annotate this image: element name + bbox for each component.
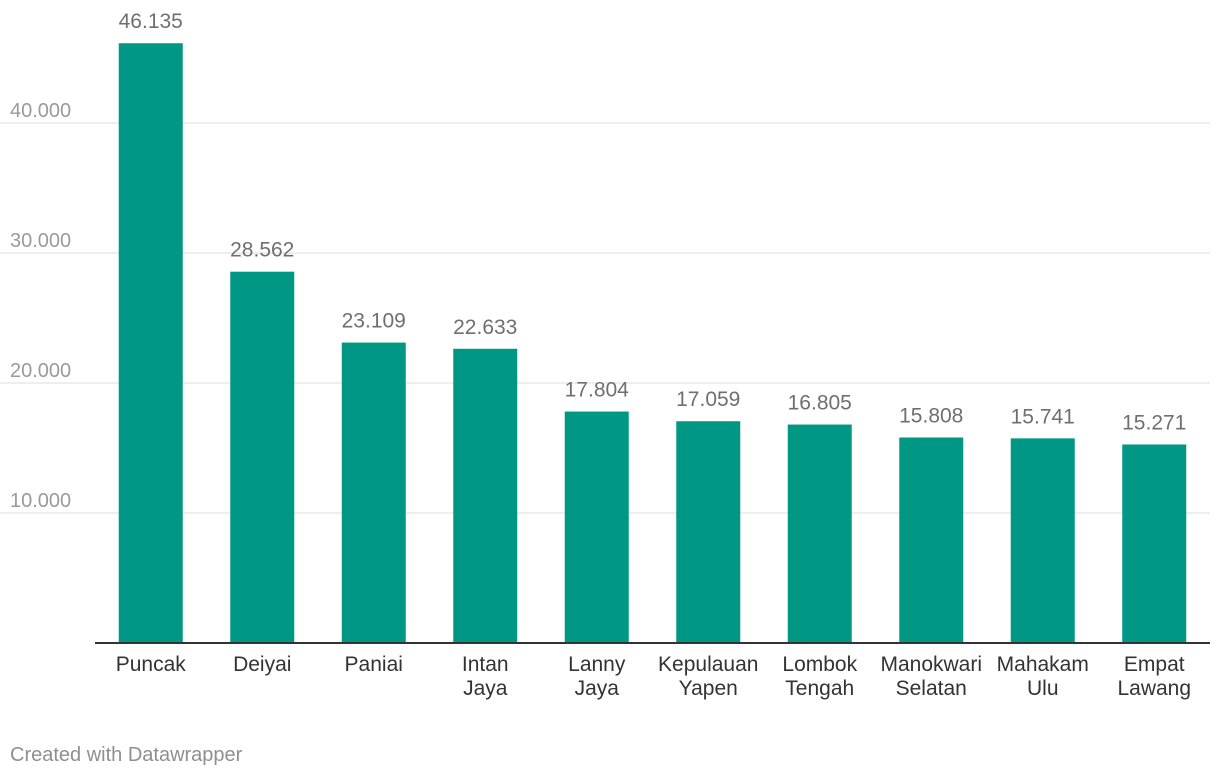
y-tick-label: 10.000 <box>10 490 71 512</box>
value-label: 17.059 <box>676 388 740 411</box>
credit-text[interactable]: Created with Datawrapper <box>10 744 243 766</box>
bar <box>676 421 741 643</box>
x-tick-label-line: Paniai <box>345 653 403 676</box>
x-tick-label-line: Lanny <box>568 653 626 676</box>
bar <box>453 348 518 643</box>
bar <box>1010 438 1075 643</box>
x-tick-label-line: Lombok <box>782 653 857 676</box>
value-label: 17.804 <box>565 379 630 402</box>
x-tick-label: Kepulauan Yapen <box>658 653 758 700</box>
y-tick-label: 40.000 <box>10 100 71 122</box>
value-label: 15.741 <box>1011 405 1075 428</box>
y-tick-label: 30.000 <box>10 230 71 252</box>
x-tick-label-line: Tengah <box>785 677 854 700</box>
x-tick-label: Intan Jaya <box>462 653 509 700</box>
x-tick-label: Empat Lawang <box>1117 653 1191 700</box>
value-label: 22.633 <box>453 316 517 339</box>
value-label: 23.109 <box>342 310 406 333</box>
x-tick-label: Lanny Jaya <box>568 653 626 700</box>
x-tick-label-line: Manokwari <box>880 653 982 676</box>
x-tick-label: Deiyai <box>233 653 291 676</box>
x-tick-label-line: Deiyai <box>233 653 291 676</box>
value-label: 15.808 <box>899 404 963 427</box>
x-tick-label-line: Lawang <box>1117 677 1191 700</box>
x-tick-label-line: Kepulauan <box>658 653 758 676</box>
x-tick-label: Manokwari Selatan <box>880 653 982 700</box>
x-tick-label-line: Yapen <box>679 677 738 700</box>
bar <box>341 342 406 643</box>
x-tick-label-line: Ulu <box>1027 677 1059 700</box>
bar <box>230 271 295 643</box>
bar <box>564 411 629 643</box>
x-tick-label-line: Intan <box>462 653 509 676</box>
bar <box>118 43 183 644</box>
bar <box>1122 444 1187 643</box>
x-tick-label-line: Jaya <box>575 677 620 700</box>
x-tick-label: Mahakam Ulu <box>997 653 1089 700</box>
x-tick-label-line: Empat <box>1124 653 1185 676</box>
x-tick-label: Puncak <box>116 653 187 676</box>
value-label: 15.271 <box>1122 411 1186 434</box>
bar <box>899 437 964 643</box>
x-tick-label-line: Jaya <box>463 677 508 700</box>
value-label: 16.805 <box>788 392 852 415</box>
y-tick-label: 20.000 <box>10 360 71 382</box>
x-tick-label: Lombok Tengah <box>782 653 857 700</box>
x-tick-label-line: Mahakam <box>997 653 1089 676</box>
x-tick-label-line: Puncak <box>116 653 187 676</box>
value-label: 46.135 <box>119 10 183 33</box>
x-tick-label: Paniai <box>345 653 403 676</box>
value-label: 28.562 <box>230 239 294 262</box>
bar <box>787 424 852 643</box>
x-tick-label-line: Selatan <box>896 677 967 700</box>
